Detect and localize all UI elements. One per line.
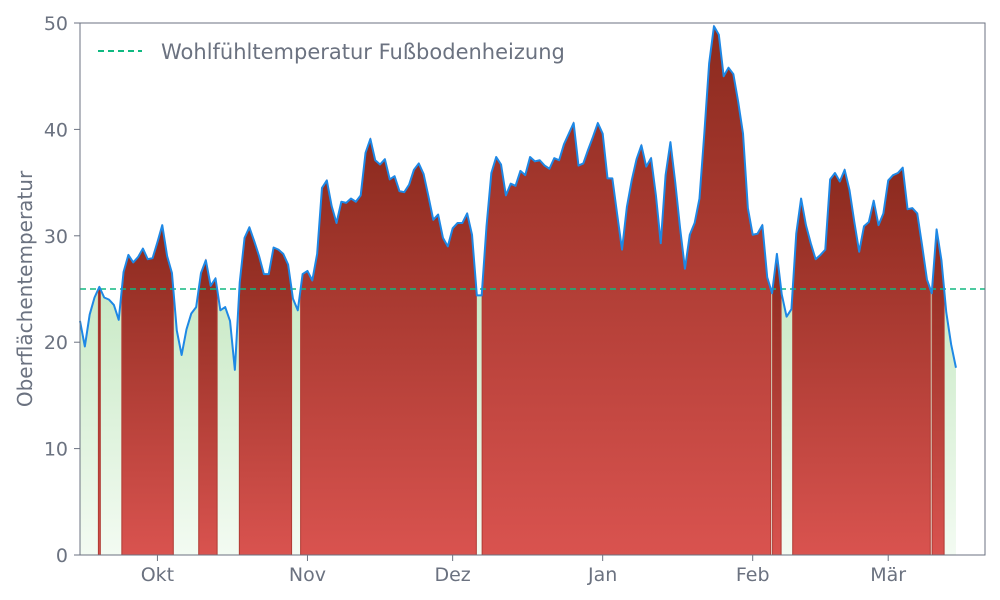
area-above-threshold-1	[97, 285, 101, 556]
area-above-threshold-7	[772, 253, 782, 556]
plot-frame	[79, 22, 986, 556]
y-tick-label: 10	[44, 439, 68, 461]
x-tick-label: Mär	[870, 564, 906, 586]
x-tick-label: Feb	[736, 564, 770, 586]
area-above-threshold-2	[121, 225, 174, 556]
y-tick-label: 30	[44, 226, 68, 248]
legend: Wohlfühltemperatur Fußbodenheizung	[98, 40, 565, 64]
legend-threshold-label: Wohlfühltemperatur Fußbodenheizung	[161, 40, 565, 64]
temperature-area	[80, 24, 956, 556]
y-tick-label: 40	[44, 119, 68, 141]
area-above-threshold-8	[792, 166, 931, 556]
x-tick-label: Nov	[289, 564, 326, 586]
y-axis-title: Oberflächentemperatur	[13, 170, 37, 407]
x-tick-label: Dez	[434, 564, 470, 586]
y-axis: 0 10 20 30 40 50	[44, 13, 80, 567]
y-tick-label: 0	[56, 545, 68, 567]
y-tick-label: 20	[44, 332, 68, 354]
x-tick-label: Jan	[587, 564, 617, 586]
x-axis: Okt Nov Dez Jan Feb Mär	[141, 555, 906, 586]
area-above-threshold-6	[481, 24, 772, 556]
area-above-threshold-5	[300, 137, 477, 556]
area-above-threshold-4	[238, 225, 293, 556]
x-tick-label: Okt	[141, 564, 174, 586]
y-tick-label: 50	[44, 13, 68, 35]
temperature-line	[79, 25, 957, 371]
area-above-threshold-3	[198, 258, 218, 556]
